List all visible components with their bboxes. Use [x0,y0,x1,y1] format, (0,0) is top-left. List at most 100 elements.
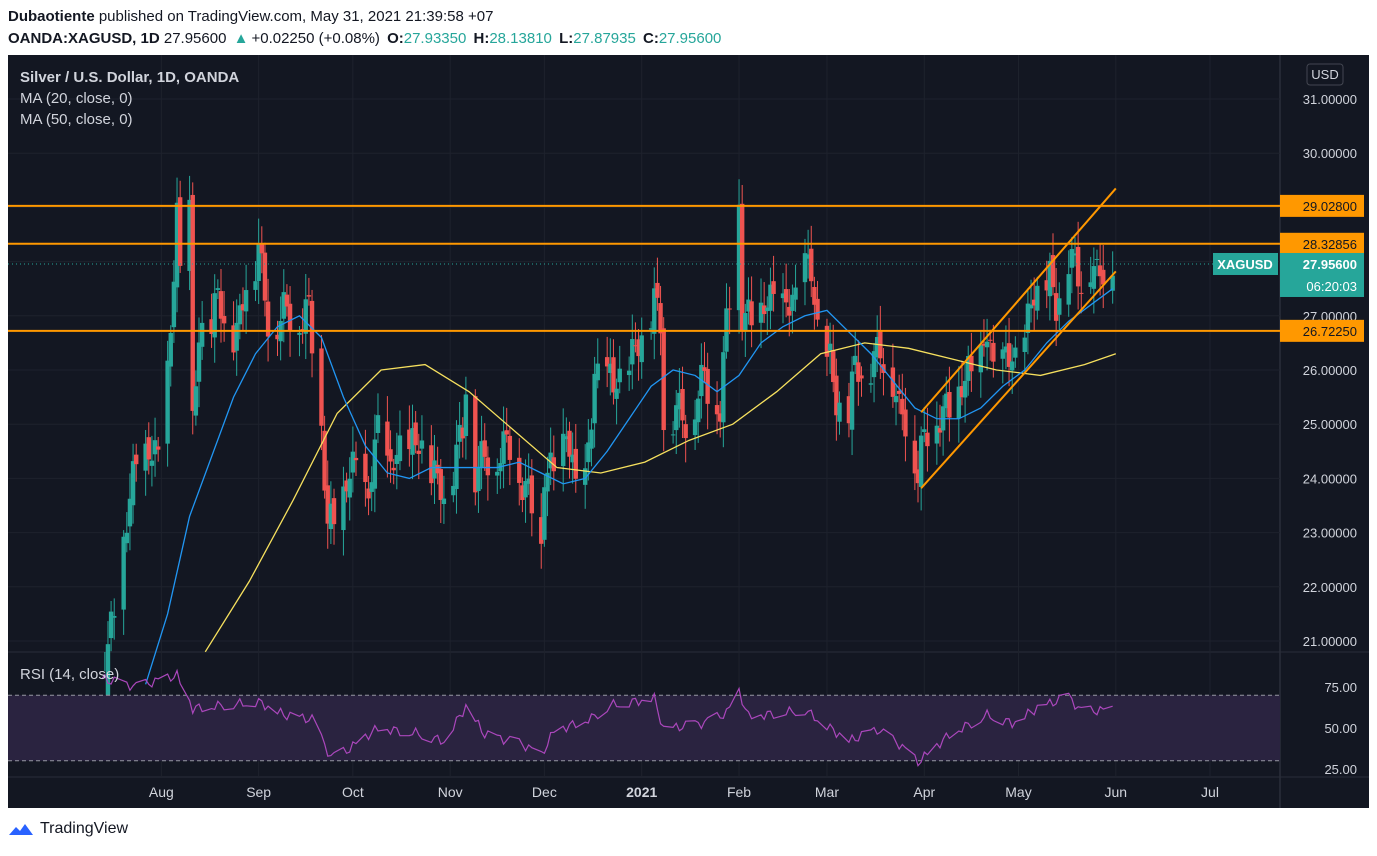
close-value: 27.95600 [658,30,722,47]
candle-body [243,290,249,312]
candle-body [435,464,440,474]
candle-body [636,339,641,357]
rsi-tick-label: 50.00 [1324,721,1357,736]
candle-body [787,306,792,316]
candle-body [542,487,547,540]
candle-body [896,390,902,394]
candle-body [215,288,221,290]
author-name[interactable]: Dubaotiente [8,8,95,25]
candle-body [937,428,943,433]
candle-body [548,452,553,469]
candle-body [391,467,396,471]
publish-line: Dubaotiente published on TradingView.com… [8,6,724,28]
candle-body [696,398,701,423]
time-tick-label: Jun [1105,784,1128,800]
candle-body [859,375,864,379]
candle-body [1110,275,1115,291]
candle-body [655,282,660,298]
candle-body [416,450,421,454]
candle-body [112,615,117,618]
publish-header: Dubaotiente published on TradingView.com… [8,6,724,50]
candle-body [482,440,487,457]
candle-body [134,454,139,465]
candle-body [962,380,968,398]
candle-body [256,244,261,282]
price-tick-label: 30.00000 [1303,146,1357,161]
footer: TradingView [8,820,128,838]
candle-body [856,362,861,382]
candle-body [981,343,987,346]
candle-body [451,485,456,496]
price-tick-label: 23.00000 [1303,526,1357,541]
candle-body [143,443,148,471]
open-value: 27.93350 [403,30,467,47]
candle-body [582,468,588,485]
candle-body [341,486,346,531]
candle-body [300,329,305,331]
candle-body [1009,361,1015,371]
candle-body [573,448,578,479]
candle-body [331,498,337,525]
candle-body [984,341,990,348]
candle-body [265,301,271,337]
candle-body [1022,337,1027,352]
candle-body [529,475,535,514]
candle-body [517,457,522,483]
chart-title: Silver / U.S. Dollar, 1D, OANDA [20,69,239,86]
candle-body [504,430,509,435]
candle-body [849,371,855,430]
candle-body [956,386,962,419]
candle-body [460,427,465,439]
publish-info: published on TradingView.com, May 31, 20… [98,8,494,25]
candle-body [165,360,170,444]
candle-body [432,460,437,479]
candle-body [874,336,880,358]
candle-body [714,405,720,415]
candle-body [934,425,940,444]
candle-body [978,345,983,373]
candle-body [831,350,836,383]
level-price-badge [1280,319,1364,342]
candle-body [648,328,654,330]
high-value: 28.13810 [489,30,552,47]
price-tick-label: 22.00000 [1303,580,1357,595]
price-tick-label: 25.00000 [1303,417,1357,432]
time-tick-label: Jul [1201,784,1219,800]
time-tick-label: Aug [149,784,174,800]
candle-body [419,440,425,449]
time-tick-label: Oct [342,784,364,800]
last-price: 27.95600 [163,30,227,47]
ma50-line [204,342,1117,653]
low-label: L: [559,30,574,47]
candle-body [944,393,949,409]
candle-body [890,367,896,397]
time-tick-label: Apr [913,784,935,800]
candle-body [1003,346,1009,353]
candle-body [127,498,133,527]
candle-body [827,343,833,351]
candle-body [287,303,293,332]
candle-body [718,413,723,422]
candle-body [303,299,308,334]
candle-body [1013,347,1018,358]
candle-body [231,325,236,353]
candle-body [121,536,126,610]
candle-body [680,388,685,421]
candle-body [736,204,742,311]
candle-body [871,351,877,378]
candle-body [130,461,136,506]
candle-body [739,203,745,331]
candle-body [306,295,312,297]
price-tick-label: 24.00000 [1303,471,1357,486]
footer-brand[interactable]: TradingView [40,820,129,837]
level-price-label: 29.02800 [1303,199,1357,214]
candle-body [463,394,469,437]
symbol-badge-label: XAGUSD [1217,257,1273,272]
candle-body [652,288,657,334]
candle-body [545,472,550,492]
candle-body [592,373,597,424]
candle-body [633,345,638,347]
candle-body [809,248,814,282]
channel-upper-line [920,187,1117,413]
